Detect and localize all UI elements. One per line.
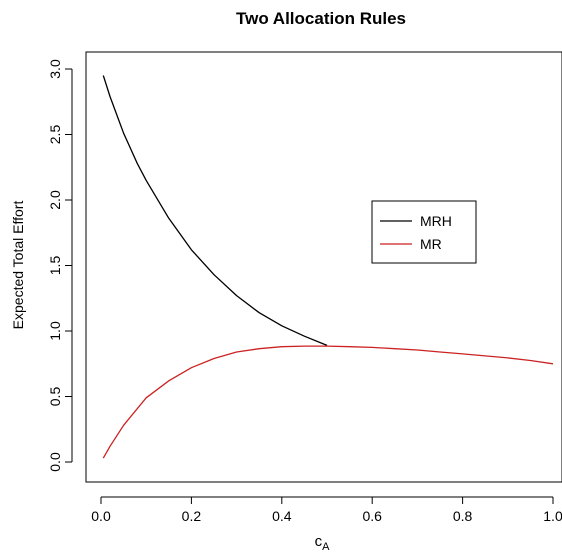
y-tick-label: 0.5 <box>47 387 63 407</box>
series-line-mr <box>102 345 554 459</box>
legend-label-mrh: MRH <box>420 213 452 229</box>
x-axis-label-subscript: A <box>322 541 330 553</box>
series-line-mrh <box>102 75 328 347</box>
y-tick-label: 2.5 <box>47 125 63 145</box>
series-layer <box>102 75 554 459</box>
y-tick-label: 1.0 <box>47 321 63 341</box>
y-tick-label: 1.5 <box>47 256 63 276</box>
y-tick-label: 2.0 <box>47 190 63 210</box>
x-tick-label: 1.0 <box>543 508 562 524</box>
y-tick-label: 3.0 <box>47 59 63 79</box>
x-tick-label: 0.0 <box>91 508 111 524</box>
x-tick-label: 0.4 <box>272 508 292 524</box>
legend: MRH MR <box>371 200 477 264</box>
legend-box <box>371 200 477 264</box>
x-tick-label: 0.8 <box>453 508 473 524</box>
plot-frame <box>85 51 562 483</box>
x-tick-label: 0.2 <box>182 508 202 524</box>
y-axis: 0.0 0.5 1.0 1.5 2.0 2.5 3.0 <box>47 59 73 472</box>
y-axis-label: Expected Total Effort <box>10 201 26 330</box>
x-axis-label: cA <box>315 533 331 553</box>
y-tick-label: 0.0 <box>47 452 63 472</box>
x-axis: 0.0 0.2 0.4 0.6 0.8 1.0 <box>91 496 562 524</box>
chart-title: Two Allocation Rules <box>236 9 406 28</box>
legend-label-mr: MR <box>420 236 442 252</box>
x-axis-label-main: c <box>315 533 323 550</box>
x-tick-label: 0.6 <box>362 508 382 524</box>
